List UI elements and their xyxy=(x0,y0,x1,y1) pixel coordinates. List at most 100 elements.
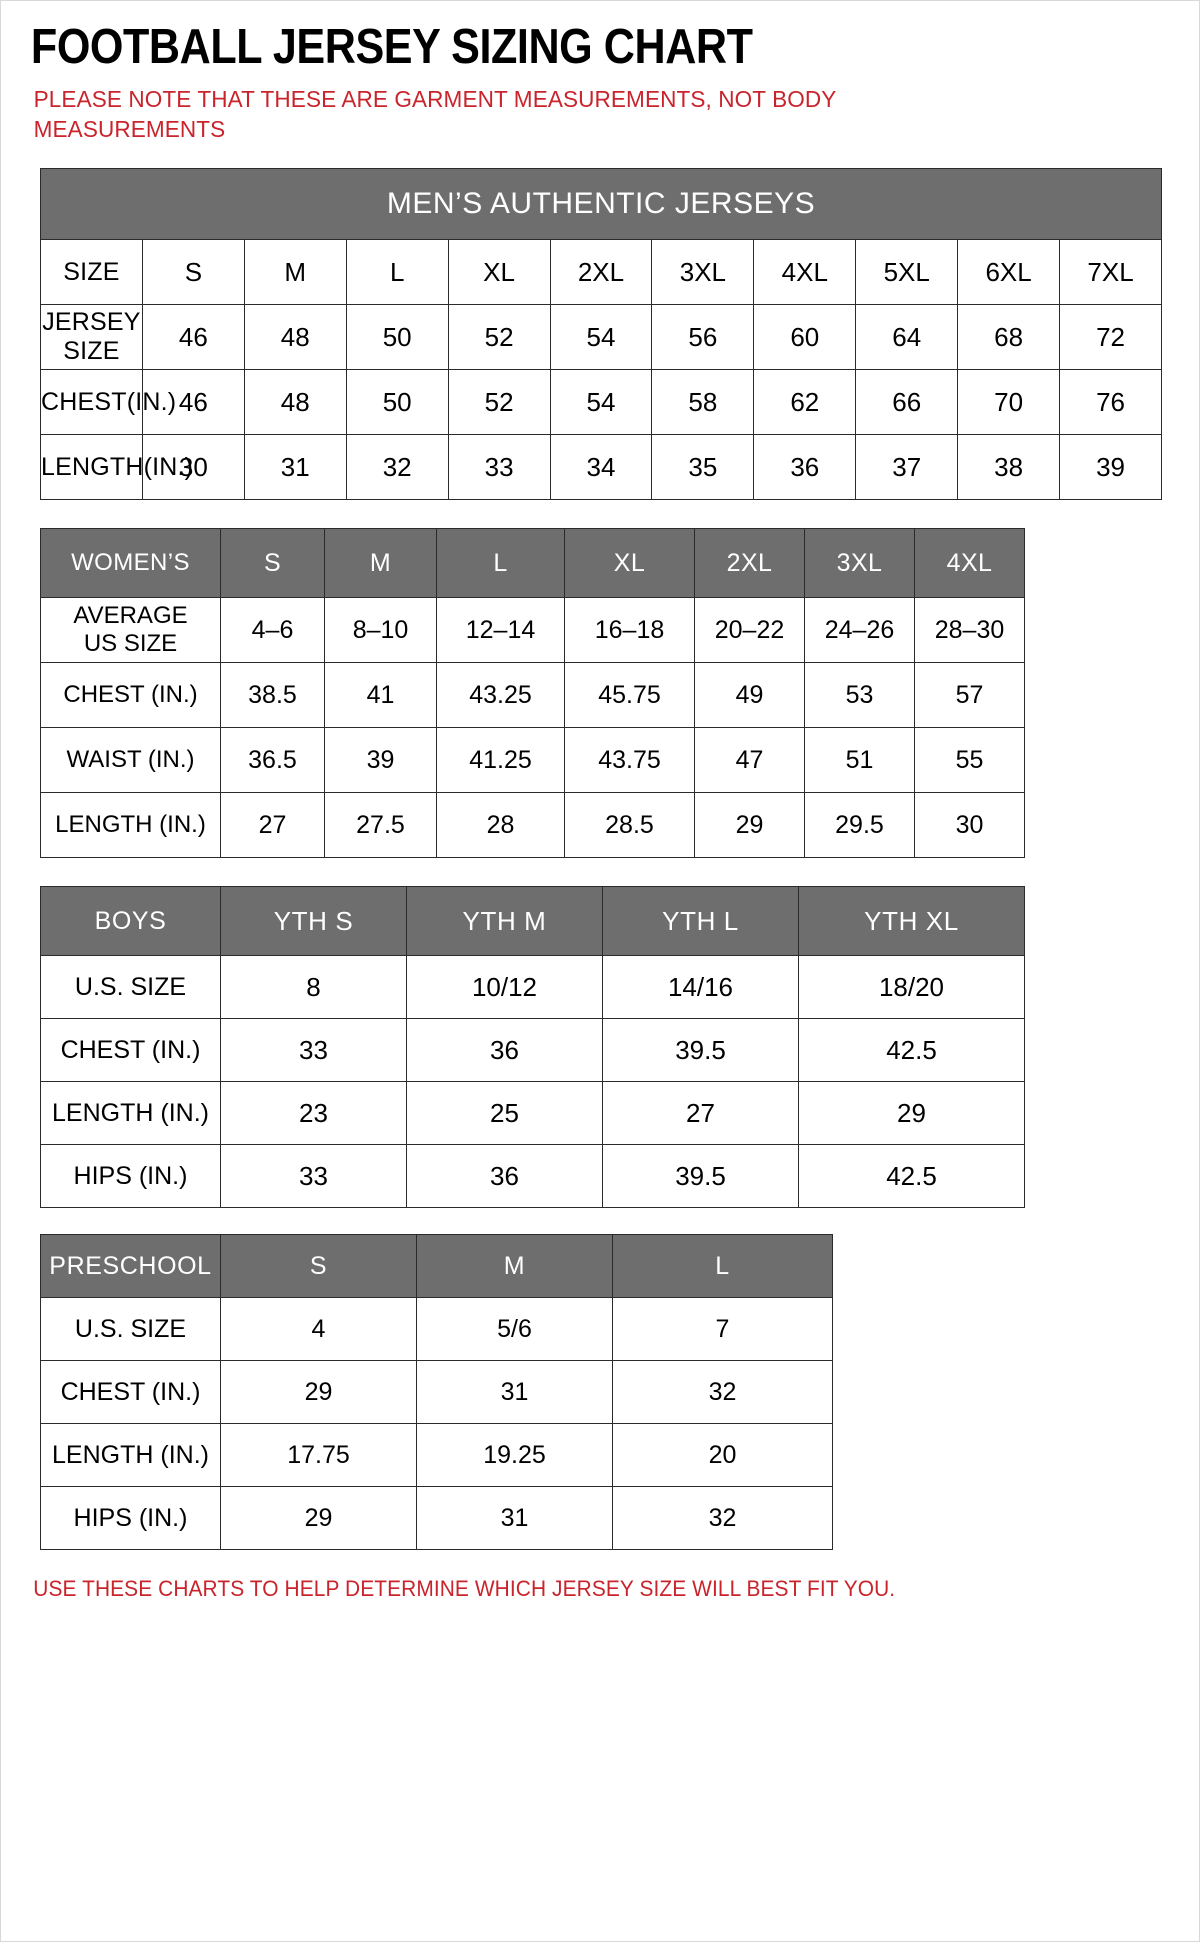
row-label-length: LENGTH (IN.) xyxy=(40,792,221,859)
column-header-preschool: PRESCHOOL xyxy=(40,1234,221,1299)
column-header-7xl: 7XL xyxy=(1059,239,1162,306)
column-header-m: M xyxy=(243,239,347,306)
mens-table-banner: MEN’S AUTHENTIC JERSEYS xyxy=(40,168,1162,241)
cell: 24–26 xyxy=(804,597,915,664)
column-header-yth-xl: YTH XL xyxy=(798,886,1025,957)
cell: 50 xyxy=(345,369,449,436)
womens-table-wrapper: WOMEN’S S M L XL 2XL 3XL 4XL AVERAGE US … xyxy=(1,528,1199,859)
cell: 34 xyxy=(549,434,653,501)
cell: 39.5 xyxy=(602,1144,799,1209)
cell: 12–14 xyxy=(436,597,565,664)
row-label-length: LENGTH (IN.) xyxy=(40,1423,221,1488)
cell: 57 xyxy=(914,662,1025,729)
column-header-yth-m: YTH M xyxy=(406,886,603,957)
cell: 48 xyxy=(243,369,347,436)
table-row: LENGTH(IN.) 30 31 32 33 34 35 36 37 38 3… xyxy=(40,434,1162,501)
column-header-3xl: 3XL xyxy=(804,528,915,599)
cell: 20 xyxy=(612,1423,833,1488)
cell: 43.25 xyxy=(436,662,565,729)
cell: 8 xyxy=(220,955,407,1020)
preschool-sizing-table: PRESCHOOL S M L U.S. SIZE 4 5/6 7 CHEST … xyxy=(40,1234,833,1551)
cell: 25 xyxy=(406,1081,603,1146)
cell: 41 xyxy=(324,662,437,729)
column-header-boys: BOYS xyxy=(40,886,221,957)
column-header-4xl: 4XL xyxy=(753,239,857,306)
womens-table-header-row: WOMEN’S S M L XL 2XL 3XL 4XL xyxy=(40,528,1025,599)
cell: 36.5 xyxy=(220,727,325,794)
cell: 66 xyxy=(855,369,959,436)
cell: 50 xyxy=(345,304,449,371)
cell: 76 xyxy=(1059,369,1162,436)
cell: 27.5 xyxy=(324,792,437,859)
cell: 38.5 xyxy=(220,662,325,729)
table-row: WAIST (IN.) 36.5 39 41.25 43.75 47 51 55 xyxy=(40,727,1025,794)
garment-measurement-note: PLEASE NOTE THAT THESE ARE GARMENT MEASU… xyxy=(33,86,837,143)
table-row: CHEST (IN.) 33 36 39.5 42.5 xyxy=(40,1018,1025,1083)
column-header-m: M xyxy=(416,1234,613,1299)
column-header-2xl: 2XL xyxy=(549,239,653,306)
row-label-chest: CHEST (IN.) xyxy=(40,1360,221,1425)
column-header-m: M xyxy=(324,528,437,599)
cell: 18/20 xyxy=(798,955,1025,1020)
row-label-hips: HIPS (IN.) xyxy=(40,1144,221,1209)
cell: 39 xyxy=(1059,434,1162,501)
cell: 4–6 xyxy=(220,597,325,664)
cell: 29 xyxy=(798,1081,1025,1146)
cell: 28–30 xyxy=(914,597,1025,664)
column-header-womens: WOMEN’S xyxy=(40,528,221,599)
column-header-5xl: 5XL xyxy=(855,239,959,306)
column-header-6xl: 6XL xyxy=(957,239,1061,306)
cell: 29 xyxy=(220,1486,417,1551)
table-row: HIPS (IN.) 33 36 39.5 42.5 xyxy=(40,1144,1025,1209)
cell: 29.5 xyxy=(804,792,915,859)
table-row: LENGTH (IN.) 27 27.5 28 28.5 29 29.5 30 xyxy=(40,792,1025,859)
cell: 43.75 xyxy=(564,727,695,794)
cell: 54 xyxy=(549,304,653,371)
cell: 38 xyxy=(957,434,1061,501)
row-label-chest: CHEST(IN.) xyxy=(40,369,176,436)
column-header-3xl: 3XL xyxy=(651,239,755,306)
column-header-l: L xyxy=(436,528,565,599)
table-row: JERSEY SIZE 46 48 50 52 54 56 60 64 68 7… xyxy=(40,304,1162,371)
cell: 19.25 xyxy=(416,1423,613,1488)
row-label-waist: WAIST (IN.) xyxy=(40,727,221,794)
column-header-s: S xyxy=(220,1234,417,1299)
preschool-table-header-row: PRESCHOOL S M L xyxy=(40,1234,833,1299)
cell: 60 xyxy=(753,304,857,371)
table-row: CHEST(IN.) 46 48 50 52 54 58 62 66 70 76 xyxy=(40,369,1162,436)
cell: 58 xyxy=(651,369,755,436)
cell: 55 xyxy=(914,727,1025,794)
cell: 70 xyxy=(957,369,1061,436)
column-header-s: S xyxy=(220,528,325,599)
row-label-length: LENGTH(IN.) xyxy=(40,434,193,501)
row-label-length: LENGTH (IN.) xyxy=(40,1081,221,1146)
cell: 42.5 xyxy=(798,1144,1025,1209)
table-row: HIPS (IN.) 29 31 32 xyxy=(40,1486,833,1551)
cell: 41.25 xyxy=(436,727,565,794)
womens-sizing-table: WOMEN’S S M L XL 2XL 3XL 4XL AVERAGE US … xyxy=(40,528,1025,859)
column-header-xl: XL xyxy=(564,528,695,599)
footer-note: USE THESE CHARTS TO HELP DETERMINE WHICH… xyxy=(33,1576,896,1602)
cell: 45.75 xyxy=(564,662,695,729)
cell: 10/12 xyxy=(406,955,603,1020)
cell: 31 xyxy=(416,1486,613,1551)
cell: 53 xyxy=(804,662,915,729)
row-label-us-size: U.S. SIZE xyxy=(40,1297,221,1362)
mens-sizing-table: MEN’S AUTHENTIC JERSEYS SIZE S M L XL 2X… xyxy=(40,168,1162,501)
cell: 36 xyxy=(406,1144,603,1209)
column-header-l: L xyxy=(612,1234,833,1299)
cell: 33 xyxy=(220,1018,407,1083)
table-row: U.S. SIZE 4 5/6 7 xyxy=(40,1297,833,1362)
cell: 49 xyxy=(694,662,805,729)
cell: 36 xyxy=(406,1018,603,1083)
row-label-jersey-size: JERSEY SIZE xyxy=(40,304,143,371)
row-label-line-2: US SIZE xyxy=(83,630,178,658)
cell: 17.75 xyxy=(220,1423,417,1488)
cell: 28 xyxy=(436,792,565,859)
cell: 51 xyxy=(804,727,915,794)
table-row: CHEST (IN.) 29 31 32 xyxy=(40,1360,833,1425)
cell: 27 xyxy=(220,792,325,859)
column-header-4xl: 4XL xyxy=(914,528,1025,599)
cell: 29 xyxy=(694,792,805,859)
mens-table-wrapper: MEN’S AUTHENTIC JERSEYS SIZE S M L XL 2X… xyxy=(1,168,1199,501)
